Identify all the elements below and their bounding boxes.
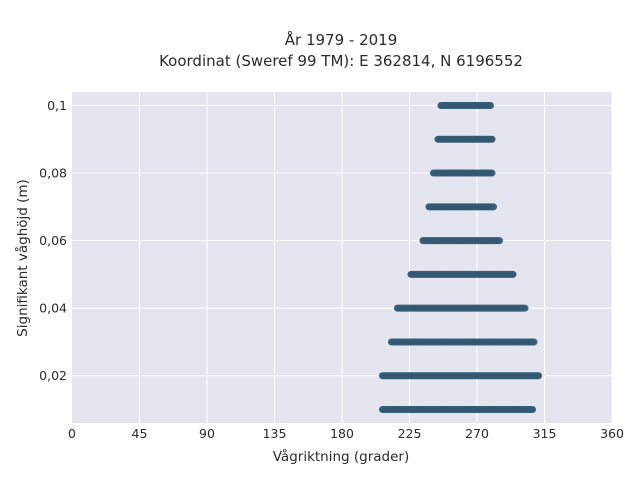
data-point	[529, 338, 536, 346]
x-tick-label: 270	[465, 426, 489, 441]
data-point	[529, 406, 536, 413]
x-axis-label: Vågriktning (grader)	[273, 448, 410, 465]
x-tick-label: 0	[68, 426, 76, 441]
data-point	[509, 271, 517, 278]
x-tick-label: 45	[132, 426, 148, 441]
data-band	[430, 169, 496, 177]
data-point	[487, 169, 494, 177]
chart-title: År 1979 - 2019	[285, 30, 398, 49]
y-axis-label: Signifikant våghöjd (m)	[14, 179, 31, 337]
data-point	[494, 237, 502, 244]
data-band	[425, 203, 497, 211]
x-tick-label: 360	[600, 426, 624, 441]
y-tick-label: 0,02	[39, 368, 67, 383]
y-tick-label: 0,04	[39, 301, 67, 316]
x-axis-ticks: 0 45 90 135 180 225 270 315 360	[68, 426, 624, 441]
data-band	[407, 270, 517, 278]
data-band	[379, 405, 536, 413]
data-band	[379, 372, 542, 380]
data-point	[535, 372, 542, 380]
data-band	[419, 237, 503, 245]
data-band	[388, 338, 538, 346]
x-tick-label: 90	[199, 426, 215, 441]
data-point	[488, 135, 496, 143]
x-tick-label: 225	[398, 426, 422, 441]
chart-subtitle: Koordinat (Sweref 99 TM): E 362814, N 61…	[159, 52, 523, 70]
y-tick-label: 0,1	[47, 98, 67, 113]
x-tick-label: 180	[330, 426, 354, 441]
data-point	[488, 203, 496, 211]
x-tick-label: 135	[263, 426, 287, 441]
y-tick-label: 0,08	[39, 166, 67, 181]
data-band	[437, 102, 494, 110]
data-points	[379, 102, 542, 413]
data-point	[520, 304, 527, 312]
x-tick-label: 315	[533, 426, 557, 441]
data-band	[434, 135, 496, 143]
data-band	[394, 304, 529, 312]
data-point	[485, 102, 493, 109]
y-tick-label: 0,06	[39, 233, 67, 248]
y-axis-ticks: 0,02 0,04 0,06 0,08 0,1	[39, 98, 67, 383]
